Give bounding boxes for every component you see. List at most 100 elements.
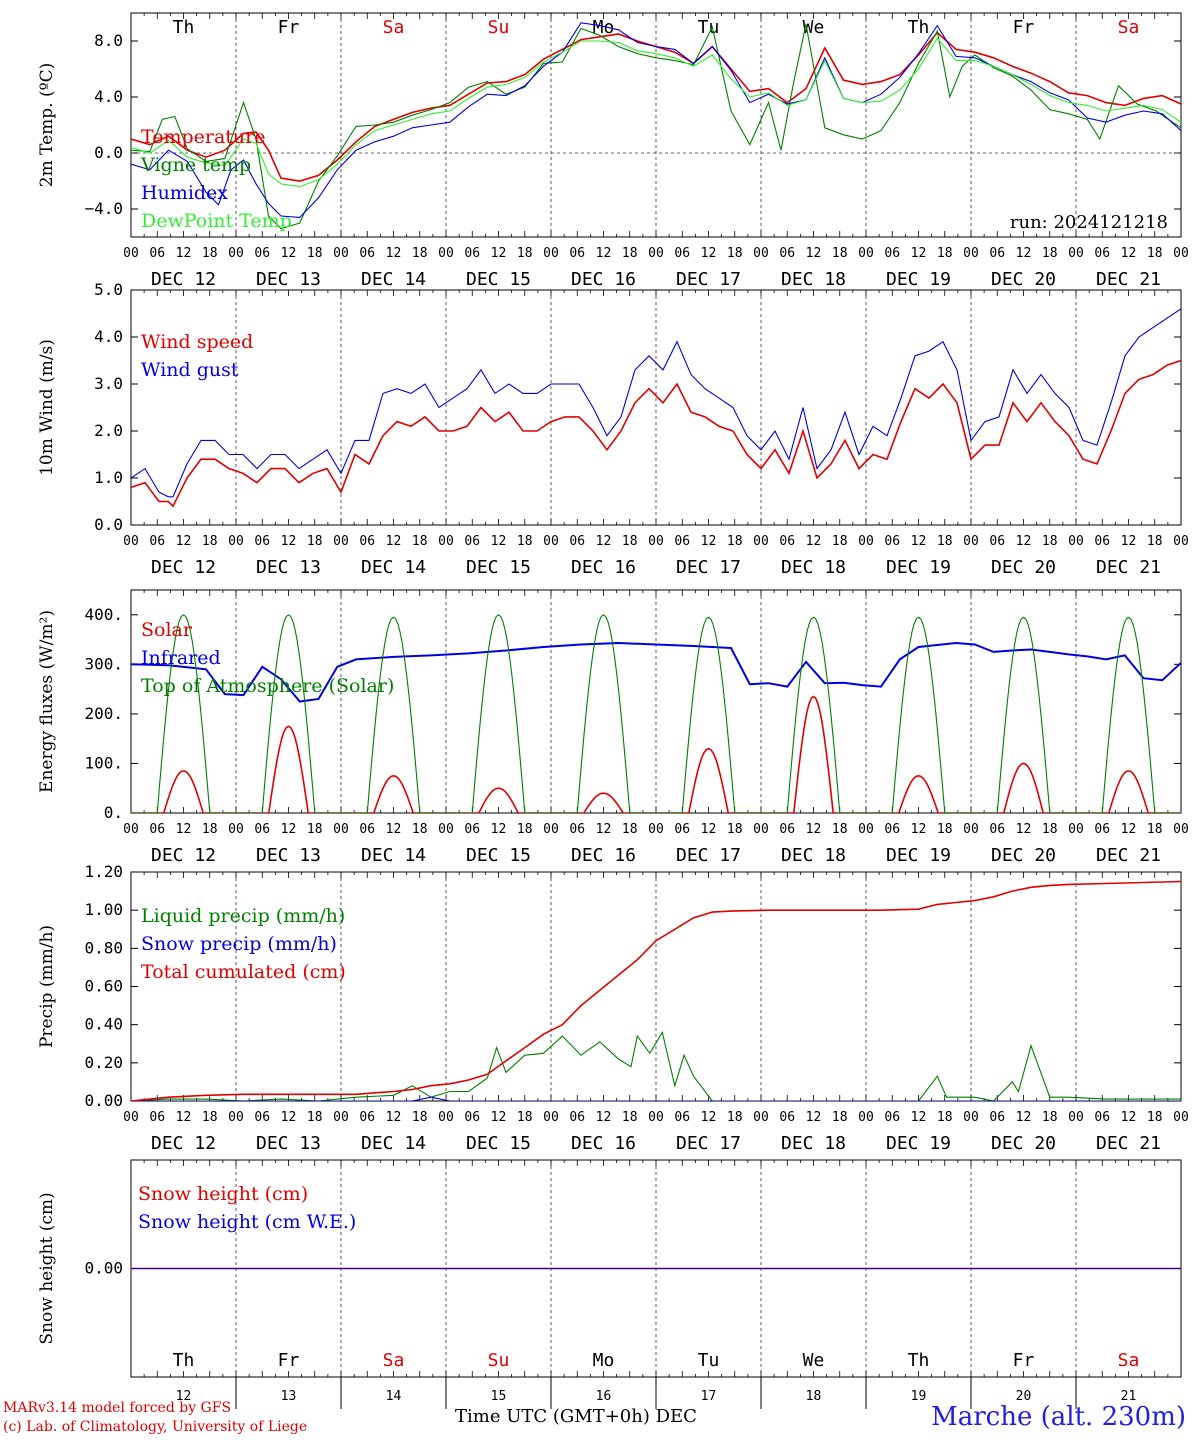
weekday-label: Sa (1118, 17, 1140, 38)
date-label: DEC 13 (256, 1133, 321, 1154)
hour-tick-label: 18 (412, 822, 428, 837)
hour-tick-label: 12 (176, 534, 192, 549)
date-label: DEC 21 (1096, 557, 1161, 578)
y-tick-label: 3.0 (94, 374, 123, 393)
hour-tick-label: 12 (386, 1110, 402, 1125)
hour-tick-label: 18 (1042, 246, 1058, 261)
hour-tick-label: 12 (596, 246, 612, 261)
hour-tick-label: 06 (989, 534, 1005, 549)
date-label: DEC 20 (991, 845, 1056, 866)
credit-line-2: (c) Lab. of Climatology, University of L… (3, 1419, 308, 1435)
hour-tick-label: 00 (228, 822, 244, 837)
series-line-vigne-temp (131, 24, 1181, 230)
y-tick-label: 4.0 (94, 87, 123, 106)
hour-tick-label: 00 (333, 822, 349, 837)
legend-entry: Wind speed (141, 331, 253, 353)
hour-tick-label: 18 (832, 822, 848, 837)
date-label: DEC 19 (886, 269, 951, 290)
hour-tick-label: 18 (412, 246, 428, 261)
hour-tick-label: 12 (911, 534, 927, 549)
hour-tick-label: 06 (464, 1110, 480, 1125)
hour-tick-label: 18 (832, 1110, 848, 1125)
hour-tick-label: 18 (517, 822, 533, 837)
hour-tick-label: 06 (674, 1110, 690, 1125)
hour-tick-label: 06 (359, 1110, 375, 1125)
date-label: DEC 12 (151, 845, 216, 866)
hour-tick-label: 06 (779, 1110, 795, 1125)
hour-tick-label: 06 (1094, 534, 1110, 549)
hour-tick-label: 06 (149, 246, 165, 261)
hour-tick-label: 12 (806, 246, 822, 261)
hour-tick-label: 18 (202, 534, 218, 549)
legend-entry: Snow height (cm W.E.) (138, 1211, 356, 1233)
panel-frame (130, 589, 1182, 814)
hour-tick-label: 12 (176, 822, 192, 837)
weekday-label: Su (488, 17, 510, 38)
series-line-solar (131, 695, 1181, 813)
hour-tick-label: 12 (1016, 534, 1032, 549)
hour-tick-label: 06 (254, 1110, 270, 1125)
y-tick-label: 1.0 (94, 468, 123, 487)
series-line-temperature (131, 31, 1181, 182)
day-number-label: 12 (176, 1389, 192, 1404)
hour-tick-label: 00 (963, 1110, 979, 1125)
day-number-label: 18 (806, 1389, 822, 1404)
hour-tick-label: 00 (648, 1110, 664, 1125)
y-tick-label: 0.00 (84, 1091, 123, 1110)
date-label: DEC 12 (151, 1133, 216, 1154)
hour-tick-label: 00 (753, 246, 769, 261)
hour-tick-label: 18 (832, 534, 848, 549)
hour-tick-label: 18 (937, 1110, 953, 1125)
hour-tick-label: 18 (1042, 822, 1058, 837)
hour-tick-label: 00 (123, 822, 139, 837)
y-tick-label: 0.60 (84, 977, 123, 996)
hour-tick-label: 06 (464, 822, 480, 837)
hour-tick-label: 06 (989, 822, 1005, 837)
y-axis-label: Precip (mm/h) (37, 925, 57, 1048)
hour-tick-label: 06 (989, 1110, 1005, 1125)
hour-tick-label: 12 (281, 246, 297, 261)
hour-tick-label: 00 (648, 246, 664, 261)
hour-tick-label: 12 (806, 1110, 822, 1125)
y-tick-label: 1.00 (84, 900, 123, 919)
y-tick-label: 8.0 (94, 31, 123, 50)
hour-tick-label: 12 (386, 246, 402, 261)
hour-tick-label: 18 (307, 534, 323, 549)
day-number-label: 16 (596, 1389, 612, 1404)
hour-tick-label: 18 (1147, 534, 1163, 549)
weekday-label: Mo (593, 17, 615, 38)
day-number-label: 20 (1016, 1389, 1032, 1404)
y-axis-label: Energy fluxes (W/m²) (37, 610, 57, 793)
legend-entry: Humidex (141, 182, 228, 204)
credit-line-1: MARv3.14 model forced by GFS (3, 1400, 232, 1416)
hour-tick-label: 12 (281, 1110, 297, 1125)
legend-entry: Snow height (cm) (138, 1183, 308, 1205)
hour-tick-label: 00 (228, 246, 244, 261)
hour-tick-label: 00 (648, 822, 664, 837)
y-tick-label: 0.40 (84, 1015, 123, 1034)
hour-tick-label: 06 (989, 246, 1005, 261)
legend-entry: Top of Atmosphere (Solar) (141, 675, 394, 697)
date-label: DEC 17 (676, 269, 741, 290)
hour-tick-label: 00 (1173, 822, 1189, 837)
date-label: DEC 20 (991, 269, 1056, 290)
hour-tick-label: 12 (701, 822, 717, 837)
y-tick-label: 0.0 (94, 515, 123, 534)
hour-tick-label: 06 (779, 534, 795, 549)
panel-precip: 0.00 0.20 0.40 0.60 0.80 1.00 1.20 Precip (mm/h… (37, 862, 1189, 1154)
weekday-label: Mo (593, 1350, 615, 1371)
hour-tick-label: 18 (517, 246, 533, 261)
hour-tick-label: 00 (1068, 534, 1084, 549)
hour-tick-label: 00 (753, 534, 769, 549)
y-tick-label: 0.00 (84, 1259, 123, 1278)
hour-tick-label: 18 (1042, 534, 1058, 549)
hour-tick-label: 12 (596, 1110, 612, 1125)
hour-tick-label: 18 (202, 1110, 218, 1125)
y-tick-label: 4.0 (94, 327, 123, 346)
hour-tick-label: 12 (491, 822, 507, 837)
date-label: DEC 15 (466, 1133, 531, 1154)
hour-tick-label: 18 (412, 534, 428, 549)
hour-tick-label: 00 (438, 822, 454, 837)
date-label: DEC 19 (886, 1133, 951, 1154)
hour-tick-label: 18 (622, 534, 638, 549)
